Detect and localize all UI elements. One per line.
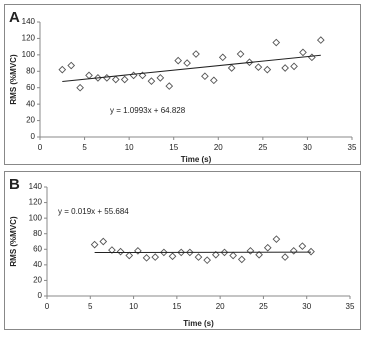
y-tick-label: 80 [33,229,42,238]
y-tick-label: 100 [22,50,36,59]
y-tick-label: 40 [33,260,42,269]
point [211,77,217,83]
y-tick-label: 20 [33,276,42,285]
point [195,254,201,260]
y-tick-label: 140 [22,17,36,26]
point [91,241,97,247]
point [265,245,271,251]
point [228,65,234,71]
point [100,238,106,244]
x-axis-title: Time (s) [181,155,212,164]
point [117,248,123,254]
x-tick-label: 30 [302,302,311,311]
point [148,78,154,84]
y-tick-label: 120 [29,198,43,207]
x-tick-label: 25 [259,302,268,311]
point [202,73,208,79]
y-tick-label: 0 [38,291,43,300]
point [135,248,141,254]
y-tick-label: 60 [26,83,35,92]
point [239,256,245,262]
x-tick-label: 20 [214,143,223,152]
y-tick-label: 120 [22,34,36,43]
x-tick-label: 25 [258,143,267,152]
point [166,83,172,89]
panel-frame [5,5,361,165]
x-tick-label: 15 [172,302,181,311]
point [130,72,136,78]
point [255,64,261,70]
y-tick-label: 0 [31,132,36,141]
x-tick-label: 10 [129,302,138,311]
point [309,54,315,60]
point [299,243,305,249]
point [291,63,297,69]
point [77,85,83,91]
panel-label: A [9,9,20,26]
point [247,248,253,254]
point [113,76,119,82]
x-tick-label: 20 [216,302,225,311]
y-tick-label: 80 [26,66,35,75]
point [169,253,175,259]
point [121,76,127,82]
equation: y = 0.019x + 55.684 [58,207,129,216]
point [282,254,288,260]
point [68,62,74,68]
x-tick-label: 0 [45,302,50,311]
point [230,252,236,258]
panel-label: B [9,176,20,193]
point [204,257,210,263]
point [318,37,324,43]
point [237,51,243,57]
point [282,65,288,71]
point [220,54,226,60]
point [184,60,190,66]
y-tick-label: 20 [26,116,35,125]
equation: y = 1.0993x + 64.828 [110,106,186,115]
x-tick-label: 35 [348,143,357,152]
x-tick-label: 30 [303,143,312,152]
y-tick-label: 140 [29,182,43,191]
y-axis-title: RMS (%MVC) [9,54,18,105]
point [273,236,279,242]
point [59,66,65,72]
x-tick-label: 0 [38,143,43,152]
y-tick-label: 40 [26,99,35,108]
point [152,254,158,260]
point [126,252,132,258]
point [308,248,314,254]
point [104,75,110,81]
point [300,49,306,55]
point [175,57,181,63]
x-tick-label: 10 [125,143,134,152]
y-axis-title: RMS (%MVC) [9,216,18,267]
point [291,248,297,254]
x-tick-label: 15 [169,143,178,152]
point [86,72,92,78]
point [157,75,163,81]
y-tick-label: 60 [33,244,42,253]
point [143,255,149,261]
x-tick-label: 35 [346,302,355,311]
y-tick-label: 100 [29,213,43,222]
point [264,66,270,72]
x-tick-label: 5 [88,302,93,311]
point [193,51,199,57]
x-tick-label: 5 [82,143,87,152]
x-axis-title: Time (s) [183,319,214,328]
point [273,39,279,45]
